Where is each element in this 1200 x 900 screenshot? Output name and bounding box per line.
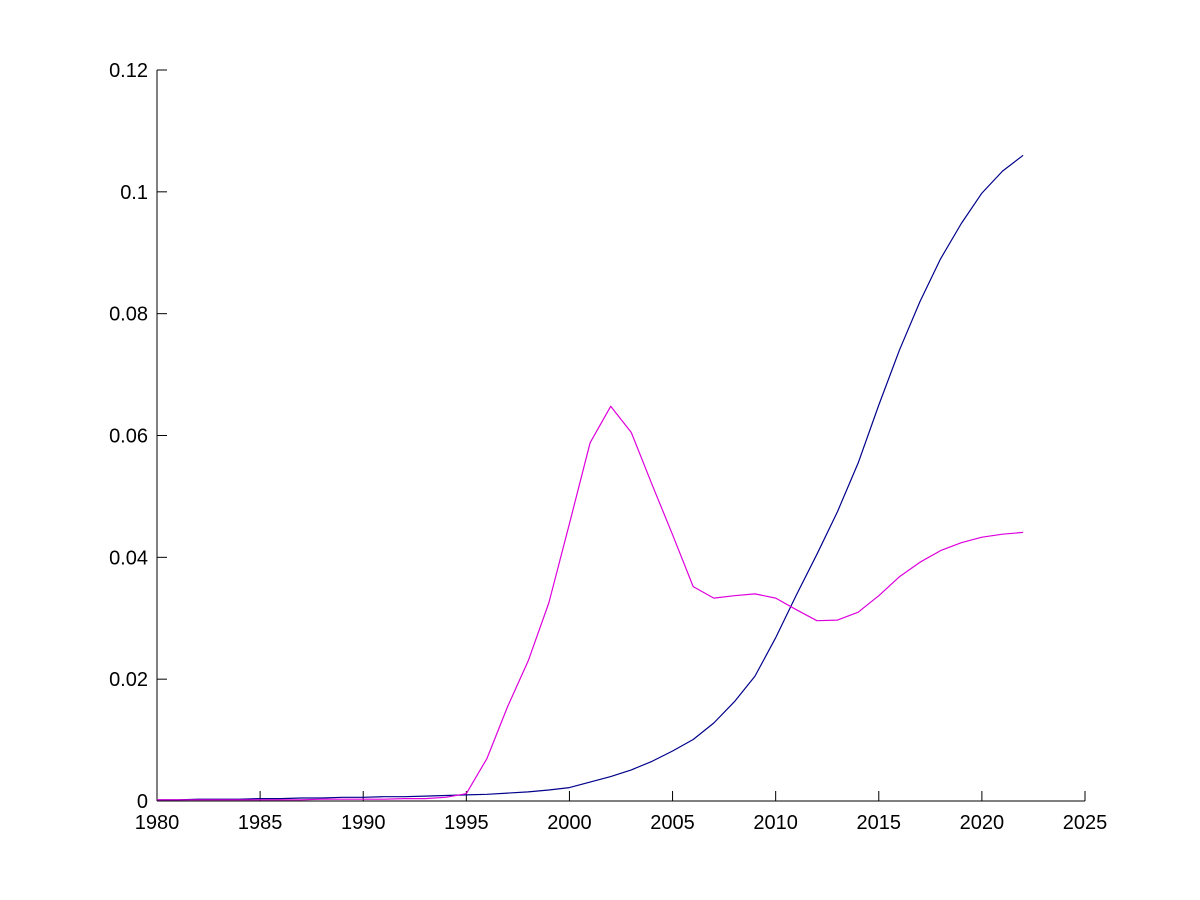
y-tick-label: 0 (137, 791, 148, 813)
x-tick-label: 2015 (857, 812, 902, 834)
y-tick-label: 0.1 (120, 182, 148, 204)
x-tick-label: 2020 (960, 812, 1005, 834)
series-line-magenta (157, 405, 1024, 801)
x-tick-label: 1995 (444, 812, 489, 834)
x-tick-label: 2005 (650, 812, 695, 834)
x-tick-label: 2025 (1063, 812, 1108, 834)
y-tick-label: 0.08 (109, 304, 148, 326)
y-tick-label: 0.02 (109, 669, 148, 691)
series-line-blue (157, 154, 1024, 801)
x-tick-label: 2000 (547, 812, 592, 834)
y-tick-label: 0.06 (109, 426, 148, 448)
y-tick-label: 0.12 (109, 60, 148, 82)
x-tick-label: 2010 (753, 812, 798, 834)
x-tick-label: 1985 (238, 812, 283, 834)
x-tick-label: 1980 (135, 812, 180, 834)
y-tick-label: 0.04 (109, 547, 148, 569)
x-tick-label: 1990 (341, 812, 386, 834)
